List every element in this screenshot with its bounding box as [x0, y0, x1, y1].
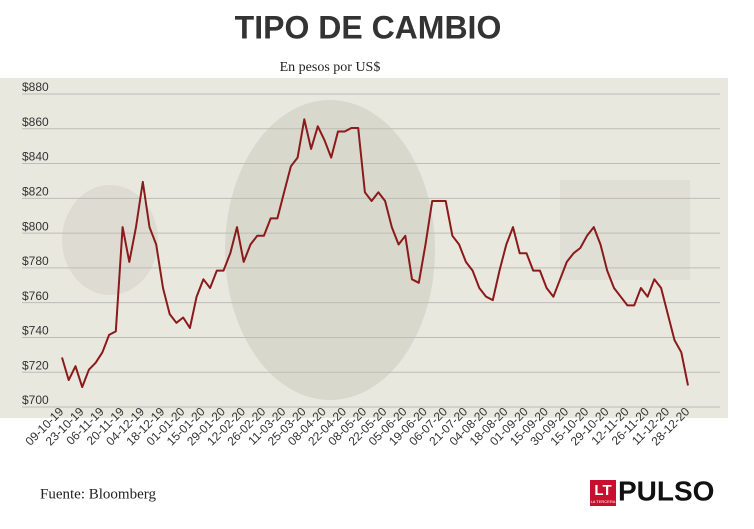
numeral-area [560, 180, 690, 280]
chart-subtitle: En pesos por US$ [280, 60, 381, 75]
logo-name: PULSO [618, 475, 714, 506]
logo-tag: LA TERCERA [591, 499, 616, 504]
y-tick-label: $840 [22, 150, 49, 164]
logo-box [590, 480, 616, 506]
y-tick-label: $880 [22, 80, 49, 94]
source: Fuente: Bloomberg [40, 486, 156, 502]
y-tick-label: $780 [22, 254, 49, 268]
line-series [61, 118, 689, 389]
logo-mark: LT [594, 482, 611, 499]
y-tick-label: $720 [22, 358, 49, 372]
portrait-oval [225, 100, 435, 400]
y-tick-label: $740 [22, 324, 49, 338]
y-tick-label: $820 [22, 185, 49, 199]
y-tick-label: $700 [22, 393, 49, 407]
y-tick-label: $800 [22, 219, 49, 233]
chart-title: TIPO DE CAMBIO [235, 9, 502, 45]
y-tick-label: $860 [22, 115, 49, 129]
seal [62, 185, 158, 295]
y-tick-label: $760 [22, 289, 49, 303]
